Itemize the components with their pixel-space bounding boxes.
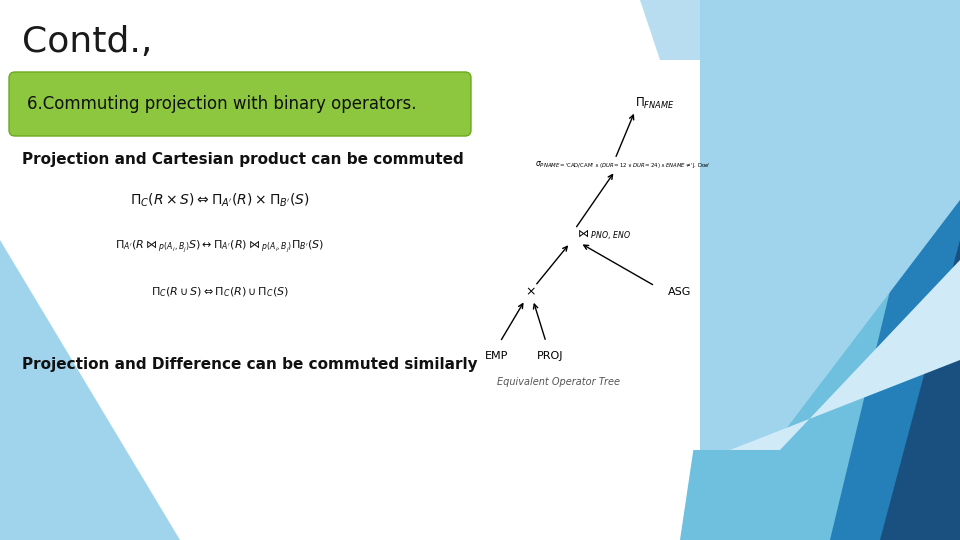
Text: ASG: ASG — [668, 287, 691, 297]
Text: Contd.,: Contd., — [22, 25, 153, 59]
Polygon shape — [700, 0, 960, 450]
Polygon shape — [0, 240, 180, 540]
Polygon shape — [640, 0, 960, 540]
Text: Equivalent Operator Tree: Equivalent Operator Tree — [497, 377, 620, 387]
Text: Projection and Cartesian product can be commuted: Projection and Cartesian product can be … — [22, 152, 464, 167]
Polygon shape — [880, 240, 960, 540]
Text: Projection and Difference can be commuted similarly: Projection and Difference can be commute… — [22, 357, 478, 372]
Polygon shape — [830, 0, 960, 540]
Text: $\times$: $\times$ — [524, 286, 536, 299]
Text: $\Pi_C(R \times S) \Leftrightarrow \Pi_{A'}(R) \times \Pi_{B'}(S)$: $\Pi_C(R \times S) \Leftrightarrow \Pi_{… — [130, 191, 310, 208]
Text: EMP: EMP — [486, 351, 509, 361]
Text: $\Pi_{FNAME}$: $\Pi_{FNAME}$ — [635, 96, 675, 111]
Text: $\Pi_C(R \cup S) \Leftrightarrow \Pi_C(R) \cup \Pi_C(S)$: $\Pi_C(R \cup S) \Leftrightarrow \Pi_C(R… — [151, 285, 289, 299]
Text: $\sigma_{PNAME=\mathrm{'CAD/CAM'}\wedge(DUR=12\vee DUR=24)\wedge ENAME\neq\mathr: $\sigma_{PNAME=\mathrm{'CAD/CAM'}\wedge(… — [535, 159, 711, 171]
Text: $\bowtie_{PNO,\,ENO}$: $\bowtie_{PNO,\,ENO}$ — [575, 227, 631, 242]
Polygon shape — [730, 260, 960, 450]
Polygon shape — [490, 60, 745, 450]
Polygon shape — [680, 0, 960, 540]
FancyBboxPatch shape — [9, 72, 471, 136]
Text: 6.Commuting projection with binary operators.: 6.Commuting projection with binary opera… — [27, 95, 417, 113]
Text: PROJ: PROJ — [537, 351, 564, 361]
Text: $\Pi_{A'}(R \bowtie_{p(A_i,B_j)} S) \leftrightarrow \Pi_{A'}(R) \bowtie_{p(A_i,B: $\Pi_{A'}(R \bowtie_{p(A_i,B_j)} S) \lef… — [115, 239, 324, 255]
